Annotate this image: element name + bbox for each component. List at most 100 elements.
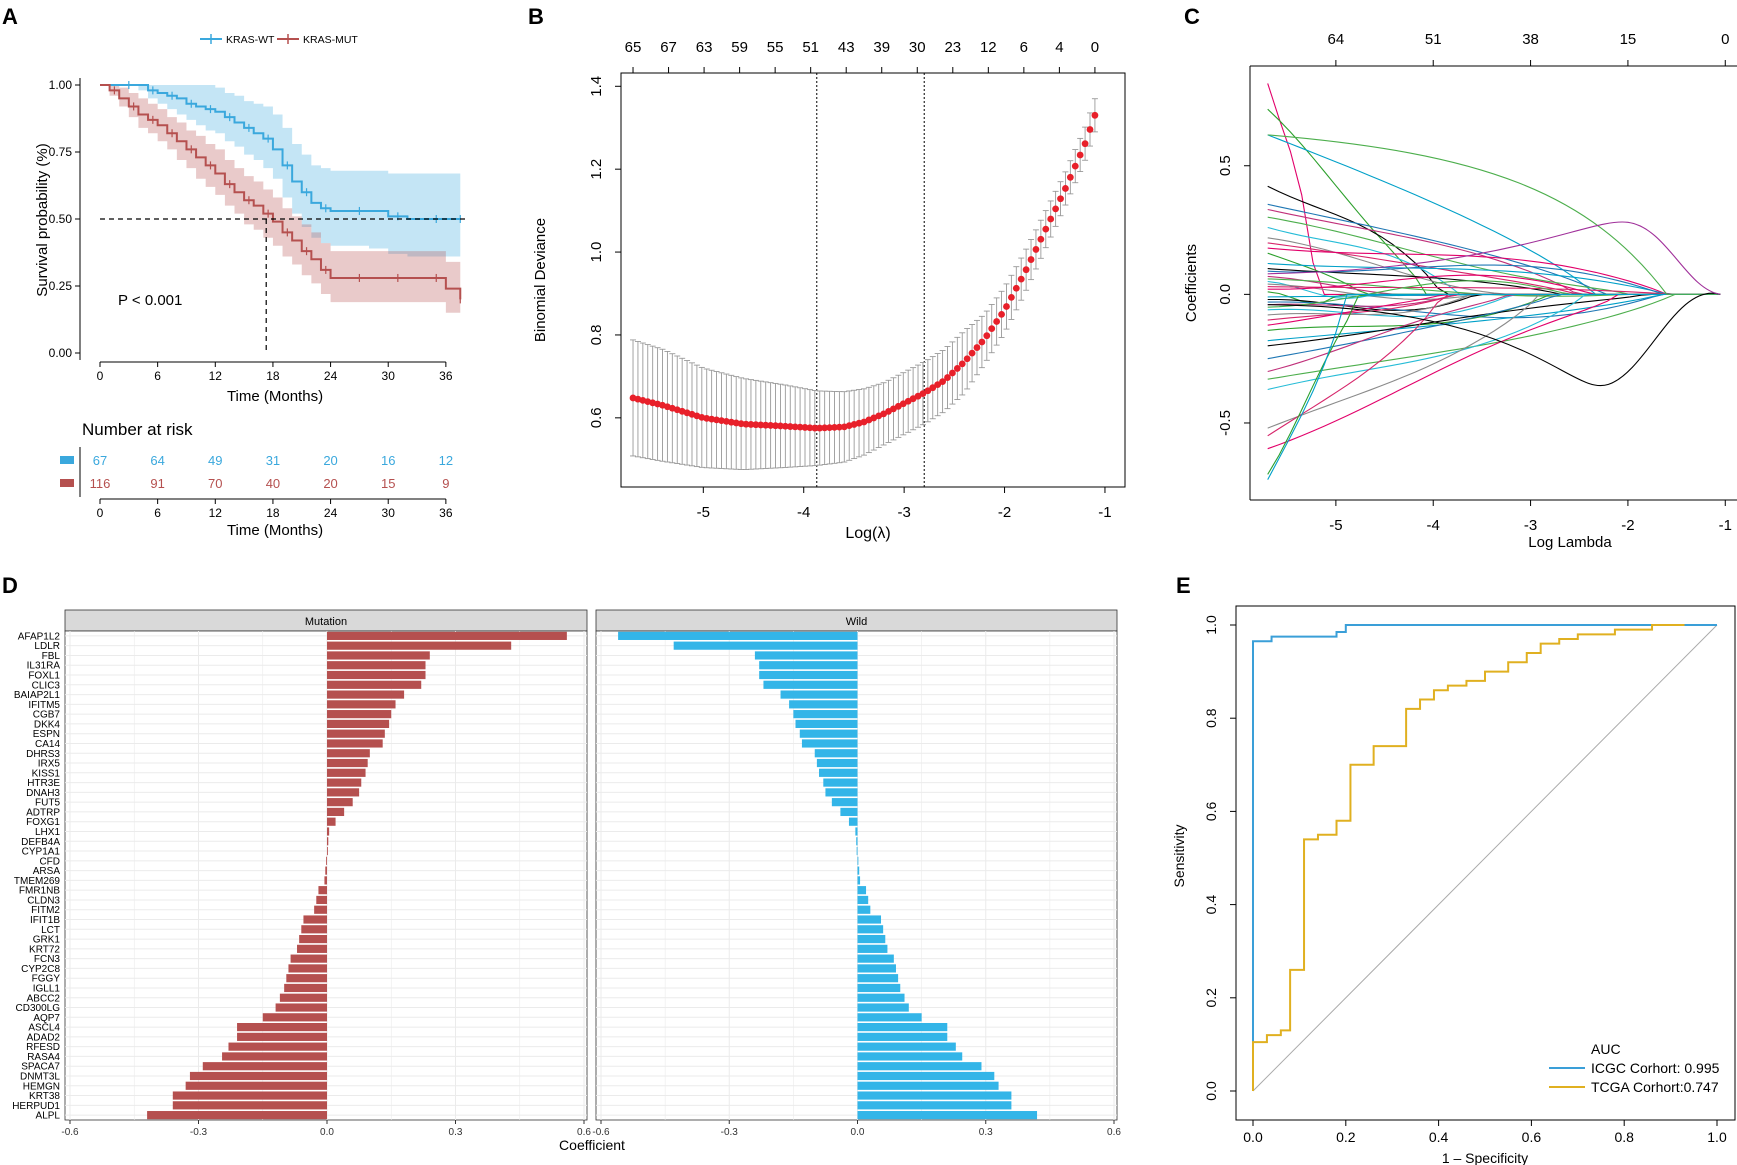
x-tick-label: 0.8 xyxy=(1614,1129,1634,1145)
coefficient-bar xyxy=(316,895,327,905)
gene-label: RASA4 xyxy=(27,1052,60,1063)
top-tick-label: 51 xyxy=(1425,31,1442,48)
y-tick-label: 0.0 xyxy=(1217,284,1234,305)
roc-curve-tcga xyxy=(1252,624,1685,1091)
top-tick-label: 23 xyxy=(944,39,961,56)
risk-x-tick-label: 18 xyxy=(266,506,280,520)
x-tick-label: 0.0 xyxy=(1243,1129,1263,1145)
x-tick-label: 0.0 xyxy=(320,1127,334,1138)
coefficient-path-plot: -0.5 0.0 0.5 -5 -4 -3 -2 -1 64 51 38 15 0 Log Lambda C… xyxy=(1183,31,1737,551)
coefficient-bar xyxy=(816,758,858,768)
deviance-point xyxy=(791,423,799,431)
deviance-point xyxy=(1081,140,1089,148)
risk-cell: 64 xyxy=(150,453,164,468)
km-legend: KRAS-WT KRAS-MUT xyxy=(200,34,358,46)
top-tick-label: 0 xyxy=(1721,31,1729,48)
gene-label: CYP1A1 xyxy=(22,847,61,858)
gene-label: FCN3 xyxy=(34,954,61,965)
deviance-point xyxy=(1052,205,1060,213)
deviance-point xyxy=(801,424,809,431)
deviance-point xyxy=(953,365,961,372)
gene-label: IGLL1 xyxy=(33,983,61,994)
y-tick-label: 0.6 xyxy=(1203,801,1219,821)
plot-frame xyxy=(620,72,1126,488)
top-tick-label: 39 xyxy=(873,39,890,56)
deviance-point xyxy=(742,420,750,428)
coefficient-bar xyxy=(857,1032,948,1041)
y-tick-label: 0.6 xyxy=(588,407,605,428)
coefficient-bar xyxy=(189,1071,327,1081)
y-tick-label: 0.8 xyxy=(1203,708,1219,728)
lasso-cv-plot: 0.6 0.8 1.0 1.2 1.4 -5 -4 -3 -2 -1 65 67 63 59 55 51 43 3… xyxy=(532,39,1126,542)
risk-cell: 20 xyxy=(323,453,337,468)
deviance-point xyxy=(988,325,996,332)
y-tick-label: 1.4 xyxy=(588,76,605,97)
coefficient-bar xyxy=(222,1052,327,1061)
coefficient-bar xyxy=(857,1042,956,1051)
x-axis-title: Time (Months) xyxy=(227,388,323,405)
x-tick-label: -4 xyxy=(797,504,810,521)
coefficient-bar xyxy=(325,866,327,875)
risk-cell: 91 xyxy=(150,476,164,491)
coefficient-bar xyxy=(327,651,430,660)
coefficient-bar xyxy=(327,670,426,680)
coefficient-bar xyxy=(237,1023,327,1032)
deviance-point xyxy=(1017,275,1025,283)
y-tick-label: -0.5 xyxy=(1217,410,1234,436)
gene-label: AQP7 xyxy=(33,1013,60,1024)
deviance-point xyxy=(998,311,1005,318)
coefficient-path xyxy=(1267,293,1721,319)
top-tick-label: 12 xyxy=(980,39,997,56)
coefficient-bar xyxy=(857,1071,995,1081)
roc-plot: 0.0 0.2 0.4 0.6 0.8 1.0 0.0 0.2 0.4 0.6 0.8 1.0 1 – … xyxy=(1171,605,1736,1165)
legend-label: KRAS-WT xyxy=(226,34,275,46)
coefficient-bar xyxy=(857,905,871,914)
deviance-point xyxy=(772,422,779,430)
deviance-point xyxy=(924,387,932,395)
coefficient-bar xyxy=(857,934,886,944)
top-tick-label: 30 xyxy=(909,39,926,56)
x-tick-label: -0.6 xyxy=(61,1127,79,1138)
coefficient-bar xyxy=(857,944,888,953)
x-tick-label: -5 xyxy=(697,504,710,521)
coefficient-bar xyxy=(799,729,858,738)
coefficient-bar xyxy=(793,710,858,719)
gene-label: KRT38 xyxy=(29,1091,60,1102)
gene-label: HTR3E xyxy=(27,778,60,789)
legend-label: KRAS-MUT xyxy=(303,34,358,46)
coefficient-bar xyxy=(857,925,884,934)
coefficient-bar xyxy=(147,1111,327,1120)
coefficient-path xyxy=(1267,293,1721,480)
gene-label: DHRS3 xyxy=(26,749,60,760)
deviance-point xyxy=(806,424,814,432)
coefficient-bar xyxy=(831,798,858,807)
x-tick-label: -1 xyxy=(1719,517,1732,534)
deviance-point xyxy=(949,369,956,377)
coefficient-bar xyxy=(857,895,869,905)
coefficient-bar xyxy=(299,934,327,944)
coefficient-bar xyxy=(185,1081,327,1090)
coefficient-bar xyxy=(172,1091,327,1100)
coefficient-bar xyxy=(857,1052,963,1061)
coefficient-bar xyxy=(327,768,366,777)
deviance-point xyxy=(1057,195,1064,203)
y-axis-title: Survival probability (%) xyxy=(34,143,51,296)
risk-cell: 67 xyxy=(93,453,107,468)
gene-label: LHX1 xyxy=(35,827,60,838)
deviance-point xyxy=(968,349,976,357)
coefficient-bar xyxy=(856,846,858,856)
x-tick-label: 0.2 xyxy=(1336,1129,1356,1145)
gene-label: HEMGN xyxy=(23,1081,60,1092)
risk-x-tick-label: 0 xyxy=(97,506,104,520)
coefficient-bar xyxy=(327,661,426,670)
coefficient-bar xyxy=(237,1032,327,1041)
panel-label-e: E xyxy=(1176,573,1191,598)
gene-label: IFIT1B xyxy=(30,915,60,926)
deviance-point xyxy=(1003,303,1010,310)
coefficient-bar xyxy=(314,905,327,914)
gene-label: IL31RA xyxy=(27,661,61,672)
coefficient-path xyxy=(1267,293,1721,475)
coefficient-bar xyxy=(857,1003,909,1012)
deviance-point xyxy=(993,318,1001,325)
